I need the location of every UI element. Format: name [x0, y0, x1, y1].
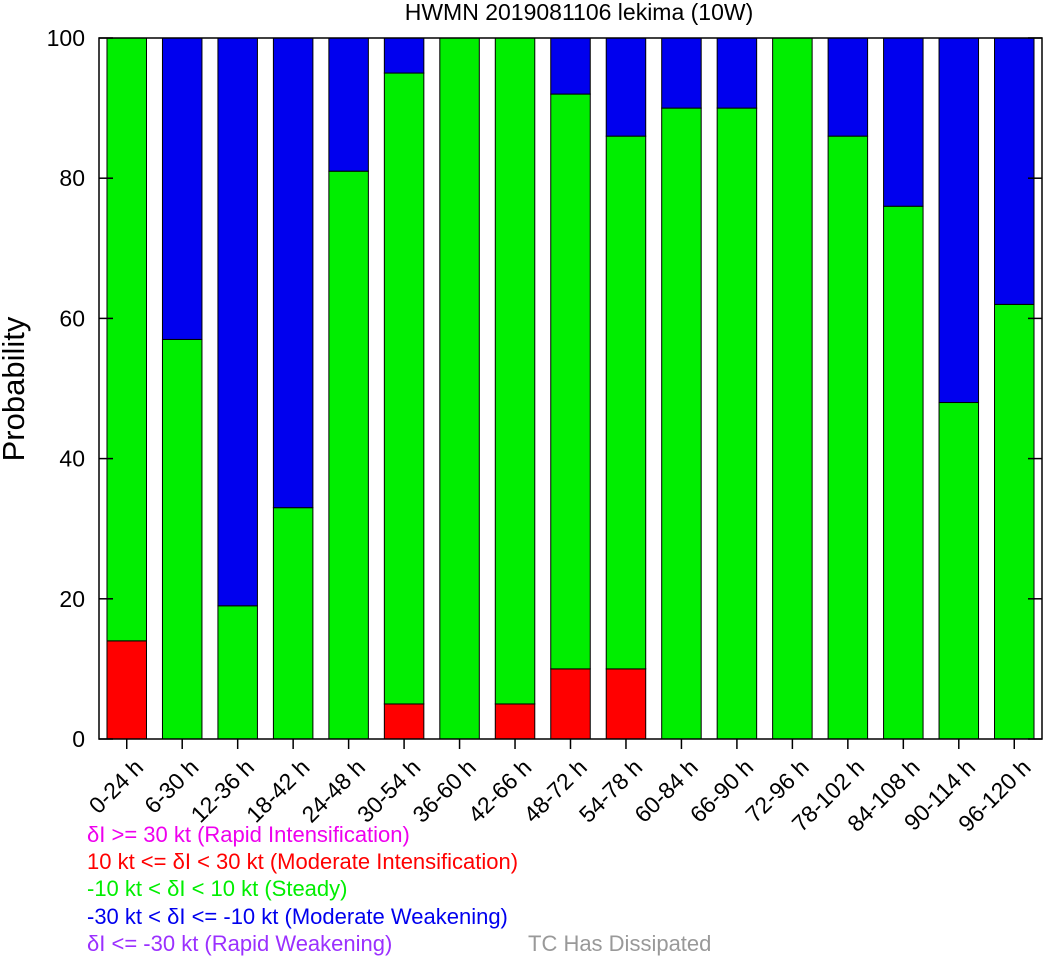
- bar-steady-9: [605, 135, 647, 670]
- bar-steady-8: [550, 93, 591, 670]
- legend-moderate-weakening: -30 kt < δI <= -10 kt (Moderate Weakenin…: [87, 904, 508, 929]
- y-tick-label-0: 0: [72, 726, 85, 752]
- bar-moderate-weakening-13: [827, 37, 869, 137]
- legend-steady: -10 kt < δI < 10 kt (Steady): [87, 876, 348, 901]
- y-tick-label-20: 20: [59, 586, 85, 612]
- y-tick-label-60: 60: [59, 305, 85, 331]
- bar-steady-15: [938, 402, 980, 740]
- bar-moderate-weakening-9: [605, 37, 647, 137]
- bar-moderate-weakening-3: [272, 37, 314, 509]
- bar-moderate-weakening-14: [883, 37, 924, 207]
- bar-steady-16: [994, 303, 1035, 740]
- y-tick-label-100: 100: [47, 25, 85, 51]
- y-tick-label-80: 80: [59, 165, 85, 191]
- bar-steady-14: [883, 205, 924, 740]
- legend-rapid-weakening: δI <= -30 kt (Rapid Weakening): [87, 931, 393, 956]
- bar-moderate-weakening-5: [383, 37, 425, 74]
- bar-steady-3: [272, 507, 314, 740]
- y-tick-label-40: 40: [59, 446, 85, 472]
- legend-rapid-intensification: δI >= 30 kt (Rapid Intensification): [87, 822, 410, 847]
- x-tick-label-0: 0-24 h: [84, 754, 149, 819]
- bar-steady-10: [661, 107, 702, 740]
- bar-moderate-weakening-4: [328, 37, 369, 172]
- y-axis-label: Probability: [0, 316, 31, 461]
- bar-steady-4: [328, 170, 369, 740]
- chart-title: HWMN 2019081106 lekima (10W): [405, 0, 754, 25]
- bar-steady-13: [827, 135, 869, 740]
- bar-moderate-intensification-8: [550, 668, 591, 740]
- bar-steady-11: [716, 107, 758, 740]
- bar-moderate-intensification-5: [383, 703, 425, 740]
- y-ticks-group: 0 20 40 60 80 100: [47, 25, 1042, 752]
- legend-moderate-intensification: 10 kt <= δI < 30 kt (Moderate Intensific…: [87, 849, 519, 874]
- bar-moderate-weakening-1: [161, 37, 203, 340]
- bar-moderate-weakening-16: [994, 37, 1035, 305]
- bar-moderate-weakening-15: [938, 37, 980, 404]
- bar-steady-5: [383, 72, 425, 705]
- bar-moderate-intensification-0: [106, 640, 147, 740]
- bar-moderate-weakening-11: [716, 37, 758, 109]
- bar-steady-7: [494, 37, 536, 705]
- tc-dissipated-label: TC Has Dissipated: [528, 931, 712, 956]
- bar-steady-0: [106, 37, 147, 642]
- bar-steady-12: [772, 37, 813, 740]
- bar-moderate-intensification-7: [494, 703, 536, 740]
- bar-steady-1: [161, 338, 203, 740]
- bars-group: [106, 37, 1035, 740]
- bar-moderate-weakening-2: [217, 37, 258, 607]
- bar-moderate-weakening-8: [550, 37, 591, 95]
- bar-steady-6: [439, 37, 480, 740]
- bar-moderate-weakening-10: [661, 37, 702, 109]
- bar-moderate-intensification-9: [605, 668, 647, 740]
- bar-steady-2: [217, 605, 258, 740]
